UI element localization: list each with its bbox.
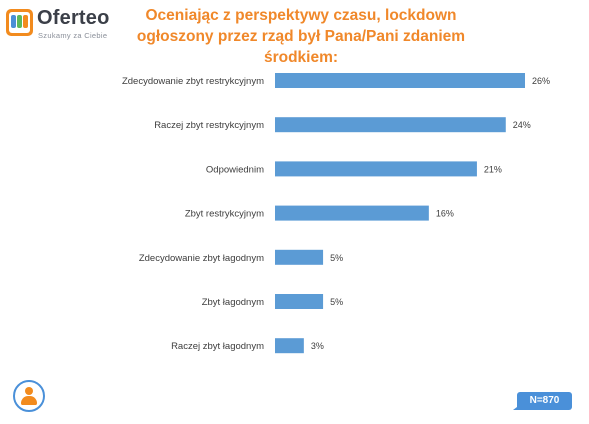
value-label: 26% (532, 76, 550, 86)
chart-title: Oceniając z perspektywy czasu, lockdown … (136, 7, 466, 66)
value-label: 5% (330, 253, 343, 263)
bar (275, 338, 304, 354)
sample-size-badge: N=870 (517, 392, 572, 410)
oferteo-logo: Oferteo Szukamy za Ciebie (6, 7, 116, 41)
bar (275, 249, 324, 265)
category-label: Odpowiednim (206, 164, 264, 175)
value-label: 5% (330, 297, 343, 307)
value-label: 24% (513, 120, 531, 130)
bar (275, 161, 477, 177)
brand-name: Oferteo (37, 7, 110, 29)
brand-tagline: Szukamy za Ciebie (38, 31, 108, 40)
bar (275, 73, 525, 88)
value-label: 3% (311, 341, 324, 351)
category-label: Zbyt restrykcyjnym (185, 209, 264, 220)
bar (275, 205, 429, 221)
bar (275, 294, 324, 309)
value-label: 16% (436, 209, 454, 219)
person-icon (13, 380, 45, 412)
category-label: Zdecydowanie zbyt restrykcyjnym (122, 76, 264, 87)
category-label: Raczej zbyt łagodnym (171, 341, 264, 352)
category-label: Zdecydowanie zbyt łagodnym (139, 253, 264, 264)
oferteo-logo-icon (6, 9, 33, 36)
category-label: Zbyt łagodnym (202, 297, 264, 308)
category-label: Raczej zbyt restrykcyjnym (154, 120, 264, 131)
bar (275, 117, 506, 133)
value-label: 21% (484, 164, 502, 174)
